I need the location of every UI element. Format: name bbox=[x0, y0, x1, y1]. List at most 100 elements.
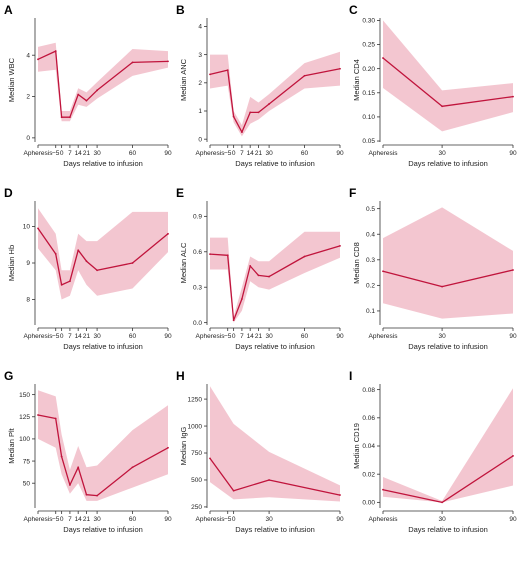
x-tick-label-b: 90 bbox=[336, 150, 344, 157]
x-tick-label-h: 30 bbox=[265, 516, 273, 523]
y-tick-label-e: 0.9 bbox=[193, 214, 202, 221]
y-tick-label-h: 500 bbox=[191, 477, 202, 484]
panel-i: I Median CD19 Days relative to infusion … bbox=[349, 369, 517, 534]
x-tick-label-e: 30 bbox=[265, 333, 273, 340]
x-tick-label-i: 30 bbox=[438, 516, 446, 523]
x-tick-label-a: 14 bbox=[75, 150, 83, 157]
x-tick-label-h: Apheresis bbox=[196, 516, 226, 523]
data-point-b bbox=[339, 67, 341, 70]
data-point-a bbox=[69, 116, 71, 119]
y-axis-label-c: Median CD4 bbox=[352, 59, 361, 101]
data-point-h bbox=[209, 457, 211, 460]
data-point-c bbox=[382, 57, 384, 59]
x-tick-label-h: 0 bbox=[232, 516, 236, 523]
data-point-b bbox=[209, 73, 211, 76]
panel-d: D Median Hb Days relative to infusion 8 9… bbox=[4, 186, 172, 351]
y-tick-label-g: 125 bbox=[19, 414, 30, 421]
x-tick-label-b: 7 bbox=[240, 150, 244, 157]
x-tick-label-g: 60 bbox=[129, 516, 137, 523]
data-point-g bbox=[69, 484, 71, 486]
y-axis-label-i: Median CD19 bbox=[352, 423, 361, 469]
x-axis-label-i: Days relative to infusion bbox=[408, 525, 488, 534]
data-point-g bbox=[54, 417, 57, 420]
x-tick-label-b: Apheresis bbox=[196, 150, 226, 157]
y-tick-label-c: 0.20 bbox=[362, 66, 375, 73]
x-tick-label-d: 21 bbox=[83, 333, 91, 340]
y-tick-label-i: 0.02 bbox=[362, 471, 375, 478]
data-point-h bbox=[339, 494, 341, 496]
y-axis-label-h: Median IgG bbox=[179, 426, 188, 465]
x-tick-label-i: Apheresis bbox=[369, 516, 399, 523]
x-axis-label-c: Days relative to infusion bbox=[408, 159, 488, 168]
ci-band-e bbox=[210, 231, 340, 323]
data-point-e bbox=[209, 253, 211, 256]
data-point-i bbox=[441, 501, 443, 504]
x-tick-label-b: 0 bbox=[232, 150, 236, 157]
x-tick-label-g: Apheresis bbox=[24, 516, 54, 523]
x-axis-label-d: Days relative to infusion bbox=[63, 342, 143, 351]
y-axis-label-d: Median Hb bbox=[7, 245, 16, 281]
panel-label-h: H bbox=[176, 369, 185, 383]
x-tick-label-e: 0 bbox=[232, 333, 236, 340]
y-tick-label-h: 1000 bbox=[188, 423, 203, 430]
data-point-d bbox=[131, 262, 134, 264]
ci-band-f bbox=[383, 207, 513, 319]
y-tick-label-f: 0.2 bbox=[366, 283, 375, 290]
y-tick-label-c: 0.25 bbox=[362, 42, 375, 49]
x-tick-label-b: 60 bbox=[301, 150, 309, 157]
data-point-d bbox=[54, 252, 57, 255]
data-point-e bbox=[249, 265, 252, 267]
x-tick-label-b: 14 bbox=[247, 150, 255, 157]
median-line-h bbox=[209, 458, 341, 496]
y-tick-label-i: 0.08 bbox=[362, 387, 375, 394]
data-point-a bbox=[96, 89, 98, 92]
y-tick-label-b: 0 bbox=[198, 136, 202, 143]
panel-label-b: B bbox=[176, 3, 185, 17]
x-tick-label-f: Apheresis bbox=[369, 333, 399, 340]
panel-a: A Median WBC Days relative to infusion 0… bbox=[4, 3, 172, 168]
data-point-a bbox=[37, 58, 39, 61]
data-point-f bbox=[441, 285, 443, 288]
x-axis-label-a: Days relative to infusion bbox=[63, 159, 143, 168]
data-point-e bbox=[257, 274, 260, 277]
x-tick-label-g: 90 bbox=[164, 516, 172, 523]
y-tick-label-c: 0.05 bbox=[362, 138, 375, 145]
panel-label-a: A bbox=[4, 3, 13, 17]
x-tick-label-f: 90 bbox=[509, 333, 517, 340]
panel-label-c: C bbox=[349, 3, 358, 17]
x-tick-label-g: 21 bbox=[83, 516, 91, 523]
data-point-e bbox=[241, 298, 243, 300]
x-axis-label-f: Days relative to infusion bbox=[408, 342, 488, 351]
x-tick-label-e: 21 bbox=[255, 333, 263, 340]
y-tick-label-c: 0.15 bbox=[362, 90, 375, 97]
y-tick-label-h: 1250 bbox=[188, 396, 203, 403]
x-tick-label-d: 90 bbox=[164, 333, 172, 340]
ci-band-h bbox=[210, 386, 340, 502]
data-point-b bbox=[226, 69, 229, 72]
x-tick-label-c: 30 bbox=[438, 150, 446, 157]
x-tick-label-a: 90 bbox=[164, 150, 172, 157]
x-tick-label-d: 30 bbox=[93, 333, 101, 340]
y-tick-label-e: 0.0 bbox=[193, 320, 202, 327]
y-tick-label-c: 0.30 bbox=[362, 18, 375, 25]
y-tick-label-i: 0.06 bbox=[362, 415, 375, 422]
y-axis-label-e: Median ALC bbox=[179, 242, 188, 283]
y-tick-label-h: 250 bbox=[191, 504, 202, 511]
data-point-h bbox=[232, 489, 235, 492]
y-tick-label-g: 75 bbox=[23, 458, 31, 465]
data-point-b bbox=[257, 111, 260, 114]
y-tick-label-b: 1 bbox=[198, 108, 202, 115]
y-tick-label-b: 4 bbox=[198, 24, 202, 31]
data-point-i bbox=[382, 488, 384, 491]
x-tick-label-e: 7 bbox=[240, 333, 244, 340]
data-point-d bbox=[77, 249, 80, 252]
y-axis-label-b: Median ANC bbox=[179, 58, 188, 101]
y-tick-label-f: 0.5 bbox=[366, 206, 375, 213]
data-point-d bbox=[85, 260, 88, 263]
data-point-d bbox=[37, 227, 39, 230]
panel-label-d: D bbox=[4, 186, 13, 200]
data-point-a bbox=[85, 99, 88, 102]
x-tick-label-d: Apheresis bbox=[24, 333, 54, 340]
ci-band-a bbox=[38, 42, 168, 122]
